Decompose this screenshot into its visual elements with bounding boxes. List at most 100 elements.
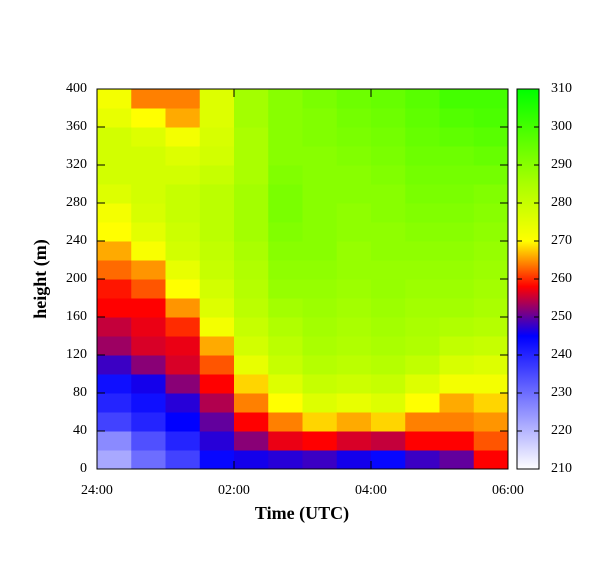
- y-axis-title: height (m): [30, 239, 51, 319]
- heat-cell: [371, 450, 406, 470]
- heat-cell: [336, 336, 372, 356]
- heat-cell: [165, 241, 201, 261]
- heat-cell: [131, 298, 166, 318]
- heat-cell: [405, 298, 440, 318]
- heat-cell: [131, 127, 166, 147]
- y-tick-label: 40: [73, 423, 87, 438]
- heat-cell: [336, 412, 372, 432]
- x-tick-label: 06:00: [492, 483, 524, 498]
- x-tick-label: 02:00: [218, 483, 250, 498]
- heat-cell: [199, 317, 235, 337]
- heat-cell: [336, 393, 372, 413]
- heat-cell: [302, 393, 338, 413]
- heat-cell: [234, 450, 269, 470]
- heat-cell: [371, 355, 406, 375]
- heat-cell: [439, 450, 475, 470]
- heat-cell: [268, 127, 303, 147]
- heat-cell: [165, 317, 201, 337]
- heat-cell: [473, 355, 509, 375]
- heat-cell: [234, 355, 269, 375]
- colorbar-tick-label: 310: [551, 81, 572, 96]
- heat-cell: [97, 317, 132, 337]
- heat-cell: [199, 165, 235, 185]
- heat-cell: [473, 374, 509, 394]
- heat-cell: [199, 146, 235, 166]
- heat-cell: [405, 393, 440, 413]
- heat-cell: [131, 336, 166, 356]
- heat-cell: [165, 260, 201, 280]
- heat-cell: [234, 146, 269, 166]
- heat-cell: [473, 393, 509, 413]
- heat-cell: [234, 412, 269, 432]
- heat-cell: [473, 165, 509, 185]
- heat-cell: [302, 108, 338, 128]
- heat-cell: [302, 317, 338, 337]
- heat-cell: [302, 127, 338, 147]
- heat-cell: [439, 393, 475, 413]
- heat-cell: [165, 89, 201, 109]
- heat-cell: [268, 336, 303, 356]
- heat-cell: [302, 241, 338, 261]
- heat-cell: [268, 260, 303, 280]
- colorbar-tick-label: 290: [551, 157, 572, 172]
- heat-cell: [199, 222, 235, 242]
- heat-cell: [371, 146, 406, 166]
- heat-cell: [371, 393, 406, 413]
- heat-cell: [199, 241, 235, 261]
- heat-cell: [336, 146, 372, 166]
- heat-cell: [97, 336, 132, 356]
- heat-cell: [439, 241, 475, 261]
- heat-cell: [439, 127, 475, 147]
- heat-cell: [336, 241, 372, 261]
- y-tick-label: 320: [66, 157, 87, 172]
- heat-cell: [165, 393, 201, 413]
- heat-cell: [473, 146, 509, 166]
- y-tick-label: 160: [66, 309, 87, 324]
- heat-cell: [165, 298, 201, 318]
- heat-cell: [302, 222, 338, 242]
- heat-cell: [165, 184, 201, 204]
- heat-cell: [371, 241, 406, 261]
- heat-cell: [165, 203, 201, 223]
- heat-cell: [165, 127, 201, 147]
- heat-cell: [234, 260, 269, 280]
- heat-cell: [234, 393, 269, 413]
- heat-cell: [268, 279, 303, 299]
- heat-cell: [97, 108, 132, 128]
- heat-cell: [336, 184, 372, 204]
- heat-cell: [405, 279, 440, 299]
- heat-cell: [405, 450, 440, 470]
- colorbar-tick-label: 270: [551, 233, 572, 248]
- heat-cell: [336, 203, 372, 223]
- heat-cell: [439, 298, 475, 318]
- heat-cell: [97, 203, 132, 223]
- heat-cell: [131, 355, 166, 375]
- heat-cell: [165, 412, 201, 432]
- heat-cell: [302, 412, 338, 432]
- heat-cell: [405, 146, 440, 166]
- heat-cell: [439, 222, 475, 242]
- heat-cell: [302, 374, 338, 394]
- heat-cell: [199, 431, 235, 451]
- heat-cell: [371, 374, 406, 394]
- heat-cell: [268, 108, 303, 128]
- heat-cell: [131, 222, 166, 242]
- heat-cell: [131, 393, 166, 413]
- heat-cell: [371, 184, 406, 204]
- heat-cell: [405, 203, 440, 223]
- colorbar-tick-label: 300: [551, 119, 572, 134]
- heat-cell: [234, 222, 269, 242]
- heat-cell: [439, 165, 475, 185]
- heat-cell: [131, 431, 166, 451]
- heat-cell: [336, 355, 372, 375]
- heat-cell: [302, 89, 338, 109]
- heat-cell: [302, 146, 338, 166]
- x-axis-title: Time (UTC): [255, 503, 349, 524]
- heat-cell: [473, 412, 509, 432]
- heat-cell: [405, 260, 440, 280]
- colorbar-tick-label: 230: [551, 385, 572, 400]
- heat-cell: [234, 298, 269, 318]
- heat-cell: [268, 412, 303, 432]
- heat-cell: [234, 165, 269, 185]
